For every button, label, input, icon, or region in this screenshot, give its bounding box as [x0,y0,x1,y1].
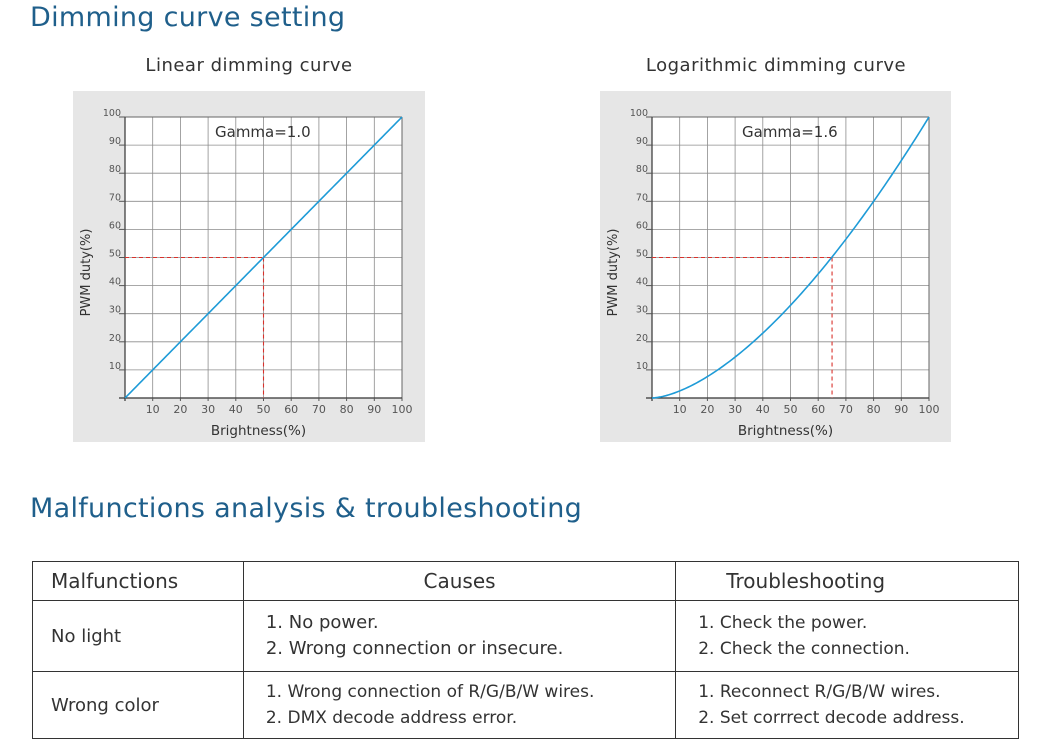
y-tick-label: 50 [636,249,648,260]
dimming-section-title: Dimming curve setting [30,2,346,33]
y-tick-label: 60 [109,220,121,231]
x-tick-label: 70 [312,403,326,416]
table-header-row: Malfunctions Causes Troubleshooting [32,561,1019,601]
troubleshooting-cell: 1. Check the power. 2. Check the connect… [675,600,1019,672]
x-tick-label: 80 [867,403,881,416]
fix-line: 1. Check the power. [698,613,868,633]
x-tick-label: 40 [756,403,770,416]
y-tick-label: 70 [109,192,121,203]
y-tick-label: 10 [636,361,648,372]
fix-line: 2. Set corrrect decode address. [698,708,965,728]
y-tick-label: 90 [636,136,648,147]
cause-line: 2. Wrong connection or insecure. [265,638,564,659]
y-tick-label: 100 [630,108,648,119]
x-tick-label: 20 [173,403,187,416]
linear-chart-title: Linear dimming curve [145,55,353,76]
x-tick-label: 60 [811,403,825,416]
y-tick-label: 90 [109,136,121,147]
x-tick-label: 90 [894,403,908,416]
x-tick-label: 10 [673,403,687,416]
causes-cell: 1. No power. 2. Wrong connection or inse… [242,600,677,672]
fix-line: 1. Reconnect R/G/B/W wires. [698,682,941,702]
malfunction-table: Malfunctions Causes Troubleshooting No l… [32,561,1019,739]
header-malfunctions: Malfunctions [32,561,244,601]
dimming-curve [651,116,930,399]
table-row: No light 1. No power. 2. Wrong connectio… [32,600,1019,672]
cause-line: 1. Wrong connection of R/G/B/W wires. [265,682,595,702]
x-axis-label: Brightness(%) [211,423,306,439]
dimming-curve [124,116,403,399]
x-tick-label: 50 [257,403,271,416]
y-tick-label: 30 [109,305,121,316]
y-tick-label: 20 [109,333,121,344]
y-tick-label: 40 [636,277,648,288]
x-axis-label: Brightness(%) [738,423,833,439]
y-tick-label: 50 [109,249,121,260]
malfunction-cell: No light [32,600,244,672]
x-tick-label: 20 [700,403,714,416]
x-tick-label: 40 [229,403,243,416]
y-tick-label: 100 [103,108,121,119]
y-tick-label: 30 [636,305,648,316]
x-tick-label: 50 [784,403,798,416]
y-tick-label: 80 [636,164,648,175]
x-tick-label: 100 [392,403,413,416]
x-tick-label: 80 [340,403,354,416]
x-tick-label: 90 [367,403,381,416]
y-tick-label: 80 [109,164,121,175]
malfunction-cell: Wrong color [32,671,244,739]
y-tick-label: 70 [636,192,648,203]
x-tick-label: 30 [728,403,742,416]
malfunction-section-title: Malfunctions analysis & troubleshooting [30,493,583,524]
cause-line: 1. No power. [265,612,379,633]
x-tick-label: 60 [284,403,298,416]
y-tick-label: 60 [636,220,648,231]
x-tick-label: 100 [919,403,940,416]
header-troubleshooting: Troubleshooting [675,561,1019,601]
x-tick-label: 30 [201,403,215,416]
y-tick-label: 40 [109,277,121,288]
log-dimming-chart: 10 20 30 40 50 60 70 80 90 100 10 20 30 40 50 60 70 80 90 1… [600,91,951,442]
cause-line: 2. DMX decode address error. [265,708,518,728]
troubleshooting-cell: 1. Reconnect R/G/B/W wires. 2. Set corrr… [675,671,1019,739]
x-tick-label: 10 [146,403,160,416]
linear-dimming-chart: 10 20 30 40 50 60 70 80 90 100 10 20 30 40 50 60 70 80 90 1… [73,91,425,442]
y-axis-label: PWM duty(%) [79,229,94,317]
y-tick-label: 10 [109,361,121,372]
causes-cell: 1. Wrong connection of R/G/B/W wires. 2.… [242,671,677,739]
gamma-annotation: Gamma=1.0 [215,123,311,141]
table-row: Wrong color 1. Wrong connection of R/G/B… [32,671,1019,739]
x-tick-label: 70 [839,403,853,416]
log-chart-title: Logarithmic dimming curve [645,55,907,76]
fix-line: 2. Check the connection. [698,639,910,659]
y-tick-label: 20 [636,333,648,344]
header-causes: Causes [242,561,677,601]
gamma-annotation: Gamma=1.6 [742,123,838,141]
y-axis-label: PWM duty(%) [606,229,621,317]
